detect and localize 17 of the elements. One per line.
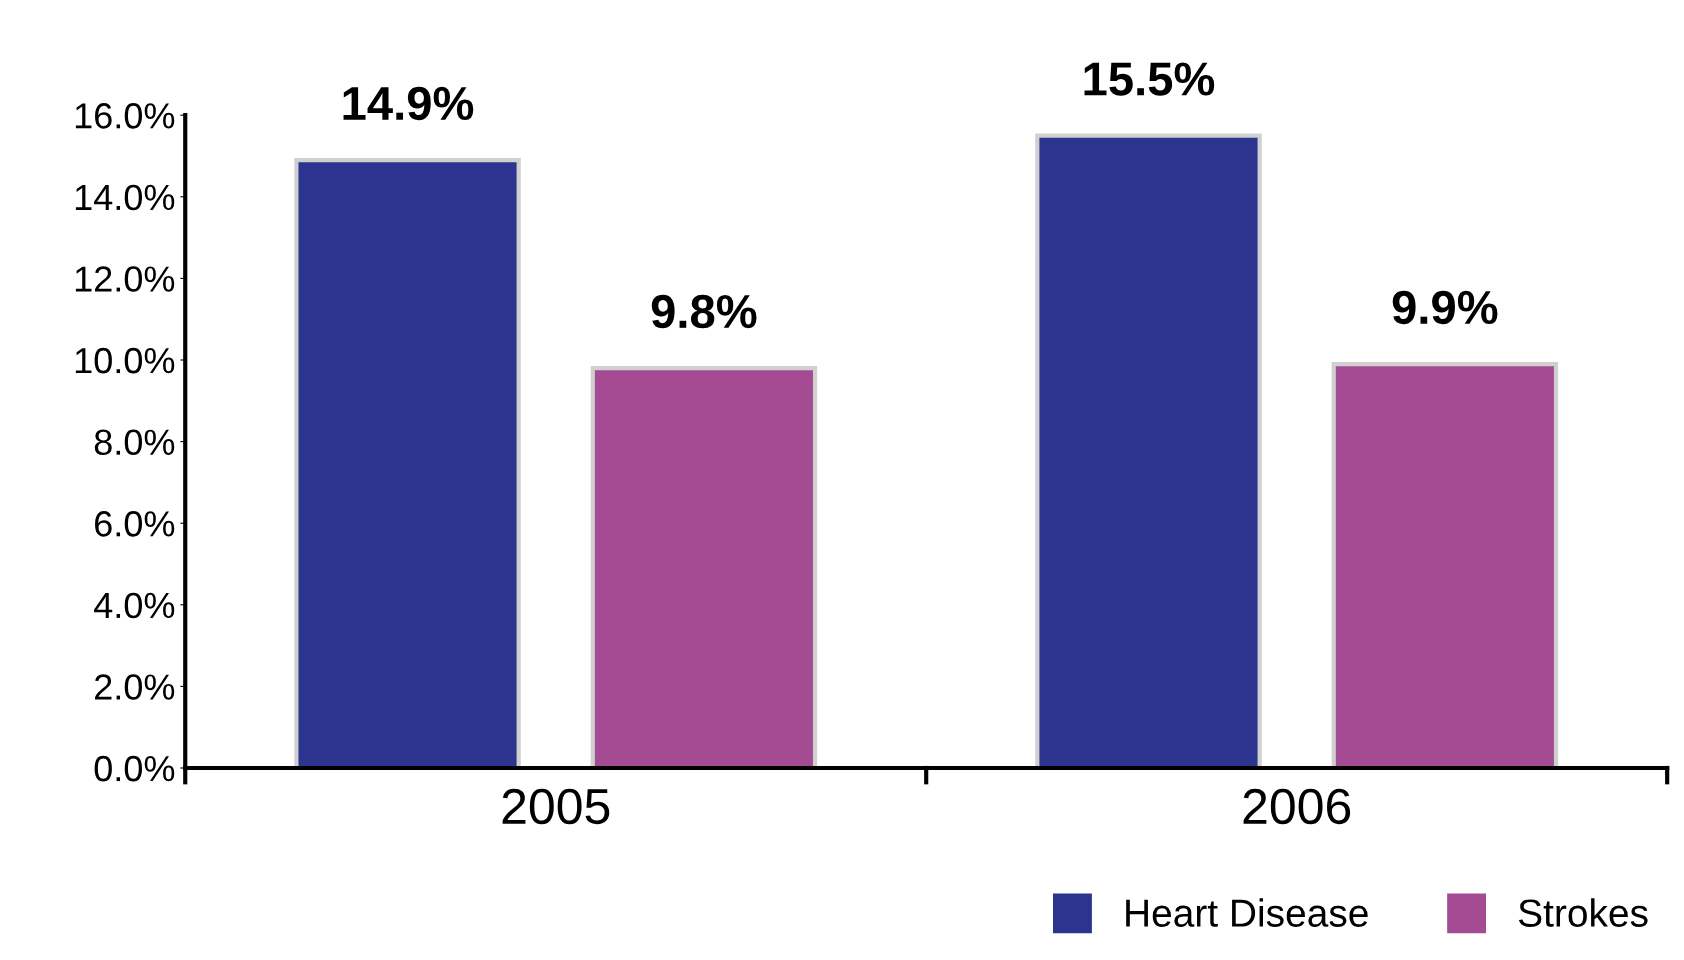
legend-label: Strokes — [1518, 898, 1648, 927]
y-tick-label: 6.0% — [95, 511, 175, 537]
y-tick-label: 16.0% — [75, 103, 175, 129]
y-tick-label: 12.0% — [75, 266, 175, 292]
y-tick-label: 14.0% — [75, 184, 175, 211]
x-tick-label: 2006 — [1243, 788, 1351, 825]
y-tick-label: 0.0% — [94, 755, 175, 782]
y-tick-label: 2.0% — [95, 674, 175, 700]
data-label: 9.8% — [651, 294, 757, 329]
data-label: 14.9% — [343, 86, 474, 121]
data-label: 15.5% — [1084, 62, 1215, 96]
legend-label: Heart Disease — [1126, 898, 1368, 927]
y-tick-label: 10.0% — [75, 347, 175, 374]
x-tick-label: 2005 — [502, 788, 610, 825]
y-tick-label: 4.0% — [94, 592, 175, 619]
data-label: 9.9% — [1392, 290, 1498, 325]
y-tick-label: 8.0% — [94, 429, 175, 456]
